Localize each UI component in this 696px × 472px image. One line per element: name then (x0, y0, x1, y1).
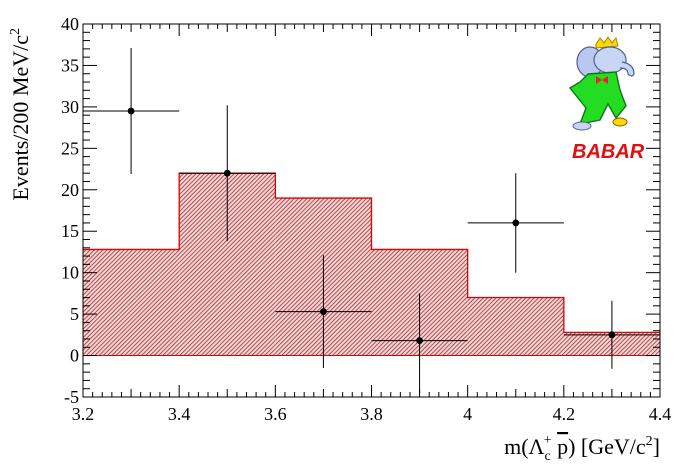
elephant-head-icon (593, 46, 627, 74)
x-tick-label: 4 (463, 404, 472, 424)
y-tick-label: -5 (64, 387, 79, 407)
y-tick-label: 10 (61, 263, 79, 283)
data-point (320, 308, 327, 316)
data-point (416, 337, 423, 345)
y-tick-label: 20 (61, 180, 79, 200)
histogram-bar (83, 249, 180, 356)
y-tick-label: 30 (61, 97, 79, 117)
histogram-bar (467, 297, 564, 356)
y-axis-title: Events/200 MeV/c2 (8, 28, 33, 201)
elephant-body-icon (568, 71, 627, 125)
x-axis-title: m(Λc+ p) [GeV/c2] (504, 433, 660, 464)
babar-logo: BABAR (568, 36, 645, 163)
x-tick-label: 3.2 (72, 404, 95, 424)
data-point (127, 107, 135, 115)
histogram-outline (83, 172, 660, 333)
crown-icon (595, 36, 619, 49)
babar-logo-text: BABAR (572, 141, 645, 163)
y-tick-label: 5 (70, 304, 79, 324)
x-tick-label: 4.4 (649, 404, 672, 424)
data-point (512, 219, 520, 227)
y-tick-labels: -5 0 5 10 15 20 25 30 35 40 (61, 14, 79, 407)
elephant-shoe-icon (612, 117, 628, 127)
histogram-layer (83, 172, 660, 357)
data-points-layer (83, 48, 660, 394)
y-tick-label: 0 (70, 346, 79, 366)
x-tick-label: 4.2 (553, 404, 576, 424)
axis-ticks (82, 23, 661, 398)
bowtie-icon (596, 76, 608, 84)
y-tick-label: 15 (61, 221, 79, 241)
elephant-foot-icon (572, 121, 592, 131)
data-point (223, 169, 231, 177)
x-tick-label: 3.6 (264, 404, 287, 424)
elephant-trunk-icon (619, 61, 635, 77)
x-tick-label: 3.4 (168, 404, 191, 424)
data-point (608, 331, 616, 339)
y-tick-label: 40 (61, 14, 79, 34)
x-tick-label: 3.8 (360, 404, 383, 424)
x-tick-labels: 3.2 3.4 3.6 3.8 4 4.2 4.4 (72, 404, 672, 424)
y-tick-label: 25 (61, 138, 79, 158)
y-tick-label: 35 (61, 55, 79, 75)
